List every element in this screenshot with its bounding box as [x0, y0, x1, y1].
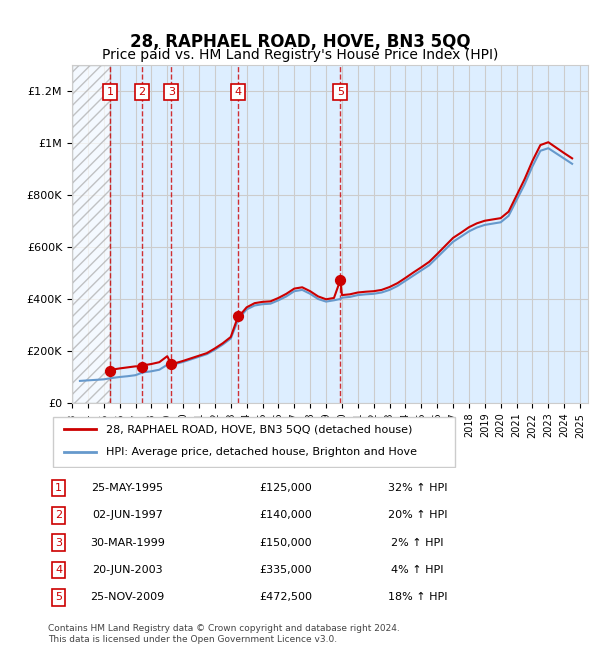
Text: Price paid vs. HM Land Registry's House Price Index (HPI): Price paid vs. HM Land Registry's House … [102, 48, 498, 62]
Bar [72, 65, 110, 403]
Text: £125,000: £125,000 [259, 483, 312, 493]
Text: 4: 4 [235, 87, 242, 97]
Text: 28, RAPHAEL ROAD, HOVE, BN3 5QQ: 28, RAPHAEL ROAD, HOVE, BN3 5QQ [130, 33, 470, 51]
Text: 2: 2 [139, 87, 146, 97]
Text: 2: 2 [55, 510, 62, 521]
Text: 1: 1 [55, 483, 62, 493]
Text: 30-MAR-1999: 30-MAR-1999 [90, 538, 164, 548]
Text: 20-JUN-2003: 20-JUN-2003 [92, 565, 163, 575]
FancyBboxPatch shape [53, 417, 455, 467]
Point [105, 365, 115, 376]
Text: HPI: Average price, detached house, Brighton and Hove: HPI: Average price, detached house, Brig… [106, 447, 417, 458]
Text: 25-NOV-2009: 25-NOV-2009 [90, 592, 164, 603]
Text: 3: 3 [168, 87, 175, 97]
Point [335, 275, 345, 285]
Text: 32% ↑ HPI: 32% ↑ HPI [388, 483, 448, 493]
Text: 5: 5 [55, 592, 62, 603]
Text: 2% ↑ HPI: 2% ↑ HPI [391, 538, 444, 548]
Text: 20% ↑ HPI: 20% ↑ HPI [388, 510, 448, 521]
Point [233, 311, 243, 321]
Point [166, 359, 176, 369]
Text: £472,500: £472,500 [259, 592, 312, 603]
Text: £140,000: £140,000 [259, 510, 312, 521]
Text: 4% ↑ HPI: 4% ↑ HPI [391, 565, 444, 575]
Text: 28, RAPHAEL ROAD, HOVE, BN3 5QQ (detached house): 28, RAPHAEL ROAD, HOVE, BN3 5QQ (detache… [106, 424, 412, 434]
Text: Contains HM Land Registry data © Crown copyright and database right 2024.
This d: Contains HM Land Registry data © Crown c… [48, 624, 400, 644]
Text: £335,000: £335,000 [259, 565, 312, 575]
Text: 4: 4 [55, 565, 62, 575]
Text: 5: 5 [337, 87, 344, 97]
Text: 25-MAY-1995: 25-MAY-1995 [91, 483, 163, 493]
Text: 18% ↑ HPI: 18% ↑ HPI [388, 592, 448, 603]
Text: £150,000: £150,000 [259, 538, 312, 548]
Text: 02-JUN-1997: 02-JUN-1997 [92, 510, 163, 521]
Point [137, 361, 147, 372]
Text: 3: 3 [55, 538, 62, 548]
Text: 1: 1 [106, 87, 113, 97]
